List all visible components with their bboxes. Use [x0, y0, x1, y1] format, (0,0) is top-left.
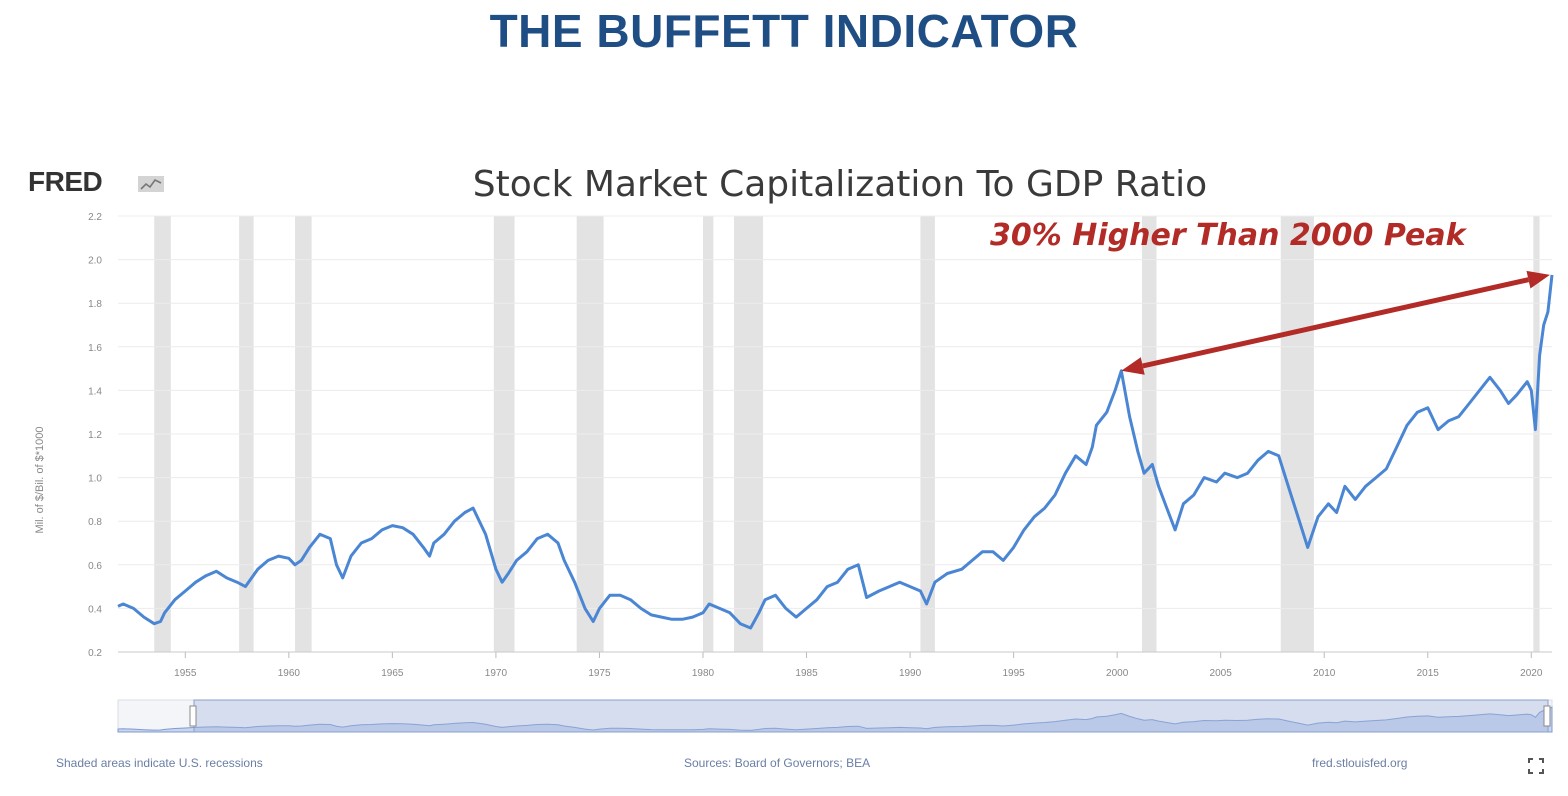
x-tick-label: 1980 [692, 668, 715, 679]
y-tick-label: 2.2 [88, 212, 102, 223]
page-title: THE BUFFETT INDICATOR [489, 5, 1079, 57]
x-tick-label: 1955 [174, 668, 197, 679]
x-tick-label: 1995 [1002, 668, 1025, 679]
site-link[interactable]: fred.stlouisfed.org [1312, 756, 1408, 770]
chart-plot: 0.2 0.4 0.6 0.8 1.0 1.2 1.4 1.6 1.8 2.0 2.2 1955 196… [88, 212, 1554, 733]
y-axis-label: Mil. of $/Bil. of $*1000 [34, 426, 46, 534]
x-tick-label: 1960 [278, 668, 301, 679]
y-tick-label: 1.2 [88, 430, 102, 441]
y-tick-label: 0.8 [88, 517, 102, 528]
recession-note: Shaded areas indicate U.S. recessions [56, 756, 263, 770]
x-tick-label: 1985 [795, 668, 818, 679]
navigator-series [117, 706, 1553, 733]
chart-title: Stock Market Capitalization To GDP Ratio [472, 164, 1208, 205]
y-tick-label: 1.6 [88, 343, 102, 354]
x-tick-label: 2005 [1210, 668, 1233, 679]
x-tick-label: 1965 [381, 668, 404, 679]
y-tick-label: 1.0 [88, 474, 102, 485]
y-tick-label: 0.2 [88, 648, 102, 659]
x-tick-label: 2020 [1520, 668, 1543, 679]
source-note: Sources: Board of Governors; BEA [684, 756, 871, 770]
x-tick-label: 2000 [1106, 668, 1129, 679]
series-line [117, 274, 1554, 630]
annotation-arrowhead-left [1121, 357, 1145, 375]
navigator-handle-left[interactable] [189, 705, 197, 727]
x-tick-label: 1990 [899, 668, 922, 679]
fred-logo: FRED [28, 166, 103, 197]
annotation-arrowhead-right [1526, 270, 1550, 289]
y-tick-label: 1.4 [88, 386, 102, 397]
navigator-window[interactable] [193, 699, 1549, 733]
x-tick-label: 1975 [588, 668, 611, 679]
chart-line-icon [138, 176, 164, 192]
y-tick-label: 2.0 [88, 256, 102, 267]
annotation-arrow [1142, 277, 1530, 369]
y-tick-label: 1.8 [88, 299, 102, 310]
x-tick-label: 2015 [1417, 668, 1440, 679]
chart-frame: 0.2 0.4 0.6 0.8 1.0 1.2 1.4 1.6 1.8 2.0 2.2 1955 196… [0, 140, 1568, 790]
y-tick-label: 0.4 [88, 604, 102, 615]
y-tick-label: 0.6 [88, 561, 102, 572]
x-tick-label: 1970 [485, 668, 508, 679]
chart-annotation: 30% Higher Than 2000 Peak [990, 218, 1466, 253]
x-tick-label: 2010 [1313, 668, 1336, 679]
fullscreen-icon[interactable] [1528, 758, 1544, 774]
navigator-handle-right[interactable] [1543, 705, 1551, 727]
